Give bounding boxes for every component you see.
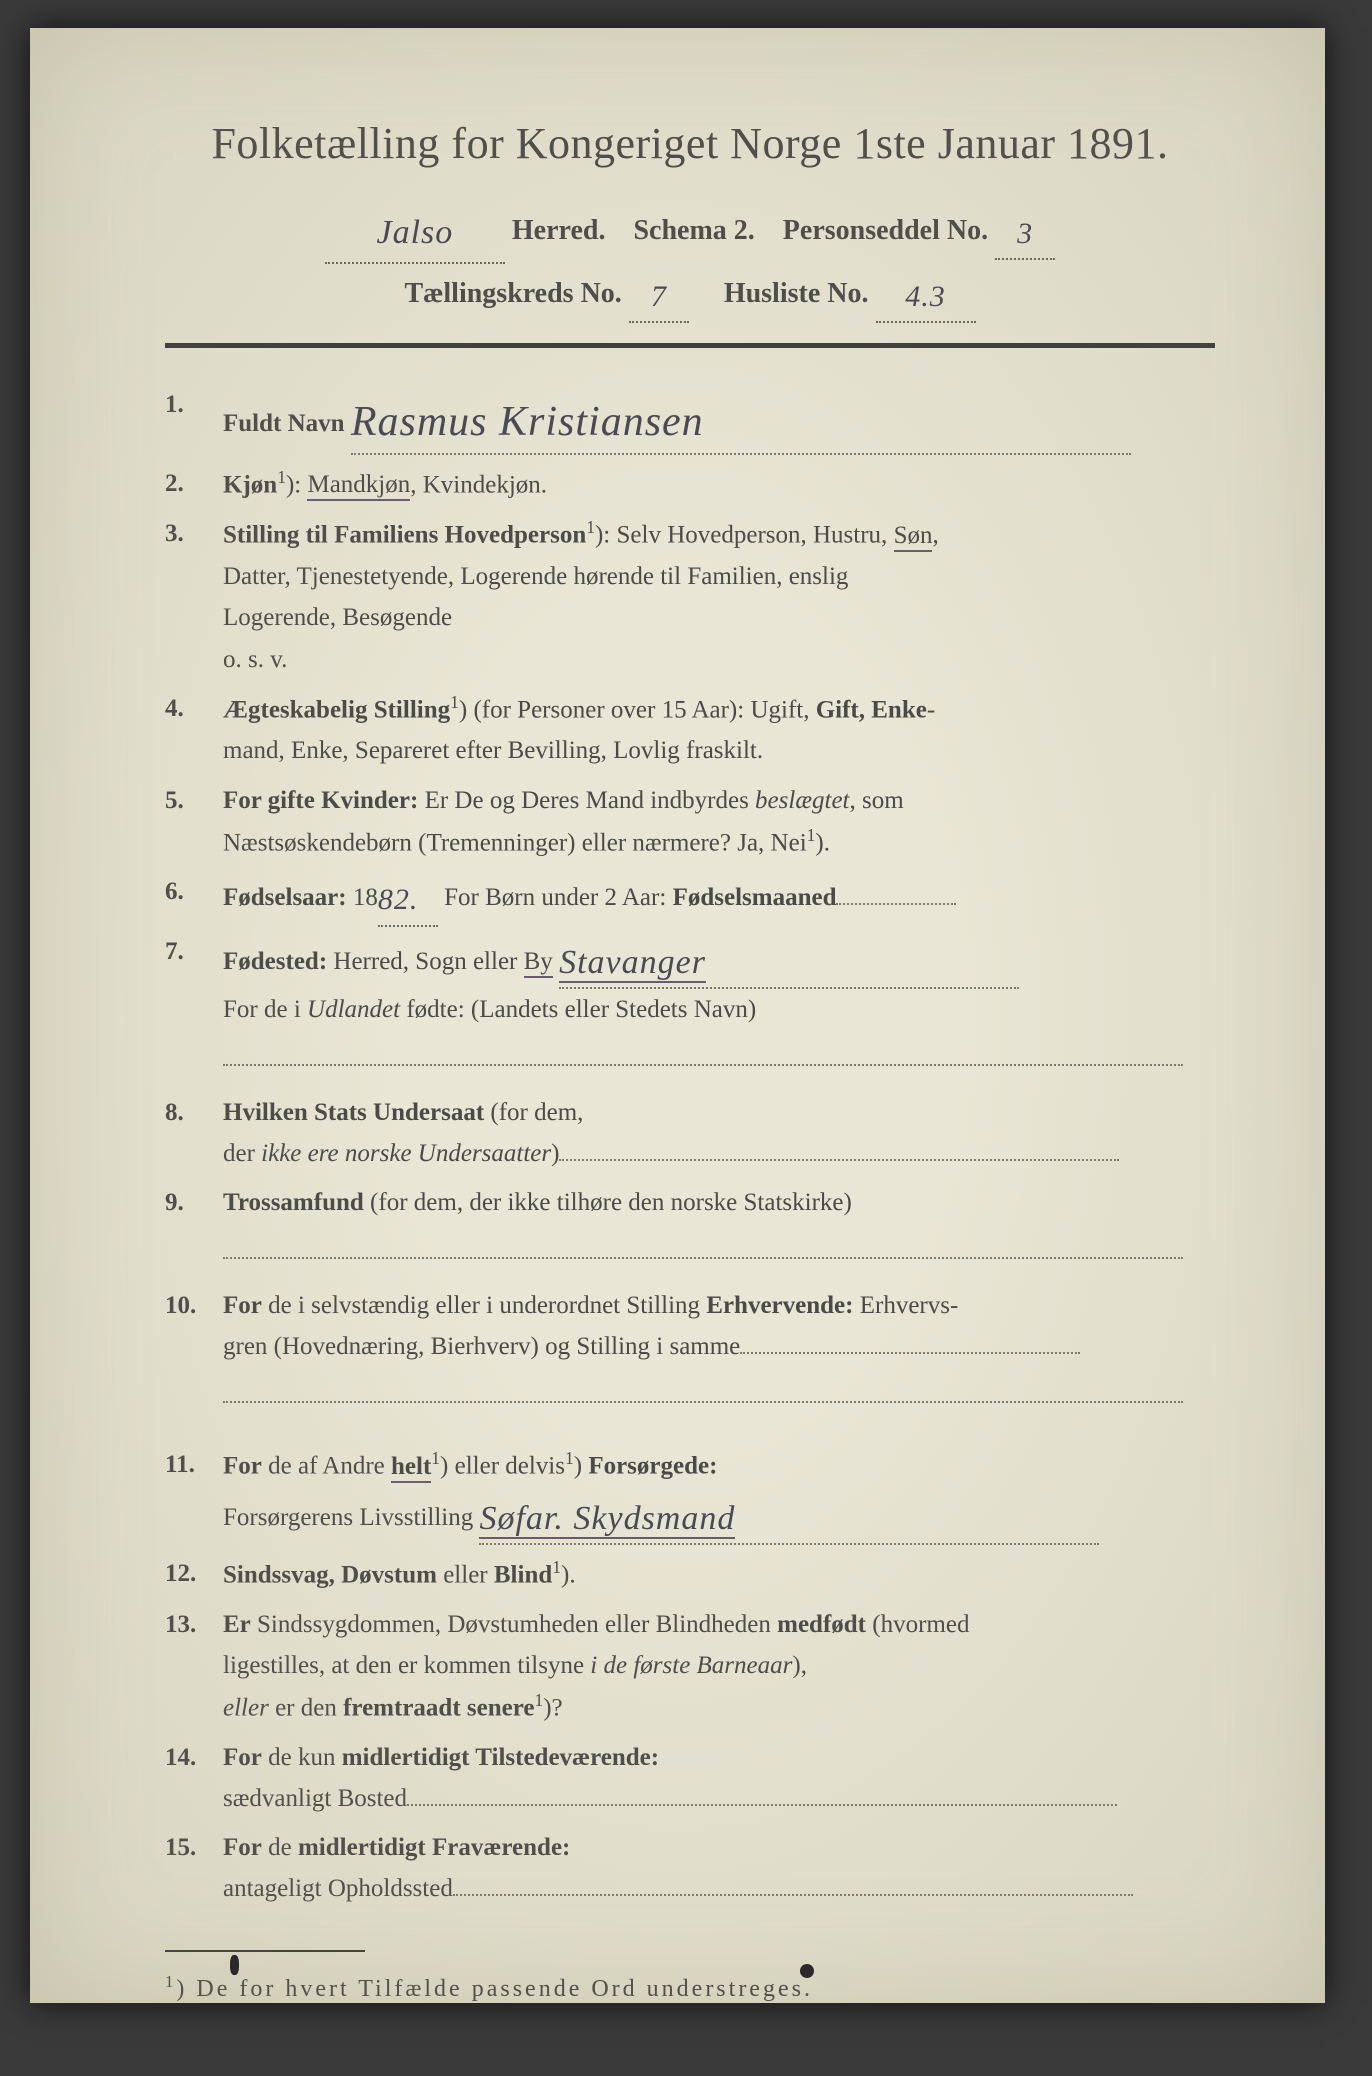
q15-field <box>453 1894 1133 1896</box>
q7-place: Stavanger <box>559 931 1019 989</box>
q14: 14. For de kun midlertidigt Tilstedevære… <box>165 1737 1215 1820</box>
footnote: 1) De for hvert Tilfælde passende Ord un… <box>165 1972 1215 2003</box>
taellingskreds-no: 7 <box>629 264 689 323</box>
q3: 3. Stilling til Familiens Hovedperson1):… <box>165 513 1215 679</box>
herred-field: Jalso <box>325 197 505 264</box>
q5: 5. For gifte Kvinder: Er De og Deres Man… <box>165 780 1215 864</box>
document-page: Folketælling for Kongeriget Norge 1ste J… <box>30 28 1325 2003</box>
herred-label: Herred. <box>512 215 606 246</box>
q11: 11. For de af Andre helt1) eller delvis1… <box>165 1444 1215 1545</box>
q6: 6. Fødselsaar: 1882. For Børn under 2 Aa… <box>165 871 1215 923</box>
q12: 12. Sindssvag, Døvstum eller Blind1). <box>165 1553 1215 1596</box>
paper-mark <box>800 1964 814 1978</box>
q2: 2. Kjøn1): Mandkjøn, Kvindekjøn. <box>165 463 1215 506</box>
q8: 8. Hvilken Stats ​Undersaat (for dem, de… <box>165 1092 1215 1175</box>
taellingskreds-label: Tællingskreds No. <box>404 278 621 309</box>
q6-year: 82. <box>378 875 438 927</box>
husliste-no: 4.3 <box>876 264 976 323</box>
personseddel-no: 3 <box>995 201 1055 260</box>
paper-mark <box>230 1955 239 1975</box>
q15: 15. For de midlertidigt Fraværende: anta… <box>165 1827 1215 1910</box>
q7-fill <box>165 1038 1215 1079</box>
divider-thick <box>165 343 1215 348</box>
personseddel-label: Personseddel No. <box>783 215 988 246</box>
q9: 9. Trossamfund (for dem, der ikke tilhør… <box>165 1182 1215 1223</box>
q13: 13. Er Sindssygdommen, Døvstumheden elle… <box>165 1604 1215 1729</box>
q10: 10. For de i selvstændig eller i underor… <box>165 1285 1215 1368</box>
q7: 7. Fødested: Herred, Sogn eller By Stava… <box>165 931 1215 1030</box>
q9-fill <box>165 1231 1215 1272</box>
header-block: Jalso Herred. Schema 2. Personseddel No.… <box>165 197 1215 323</box>
husliste-label: Husliste No. <box>724 278 869 309</box>
q3-son: Søn <box>894 522 933 552</box>
q14-field <box>407 1804 1117 1806</box>
q10-fill <box>165 1375 1215 1416</box>
q1: 1. Fuldt Navn Rasmus Kristiansen <box>165 384 1215 455</box>
q10-field <box>740 1352 1080 1354</box>
q6-month <box>836 903 956 905</box>
q1-field: Rasmus Kristiansen <box>351 384 1131 455</box>
q8-field <box>559 1159 1119 1161</box>
q4: 4. Ægteskabelig Stilling1) (for Personer… <box>165 688 1215 772</box>
page-title: Folketælling for Kongeriget Norge 1ste J… <box>165 118 1215 169</box>
q11-field: Søfar. Skydsmand <box>479 1487 1099 1545</box>
q2-mandkjon: Mandkjøn <box>307 471 410 501</box>
divider-thin <box>165 1950 365 1952</box>
schema-label: Schema 2. <box>633 215 754 246</box>
